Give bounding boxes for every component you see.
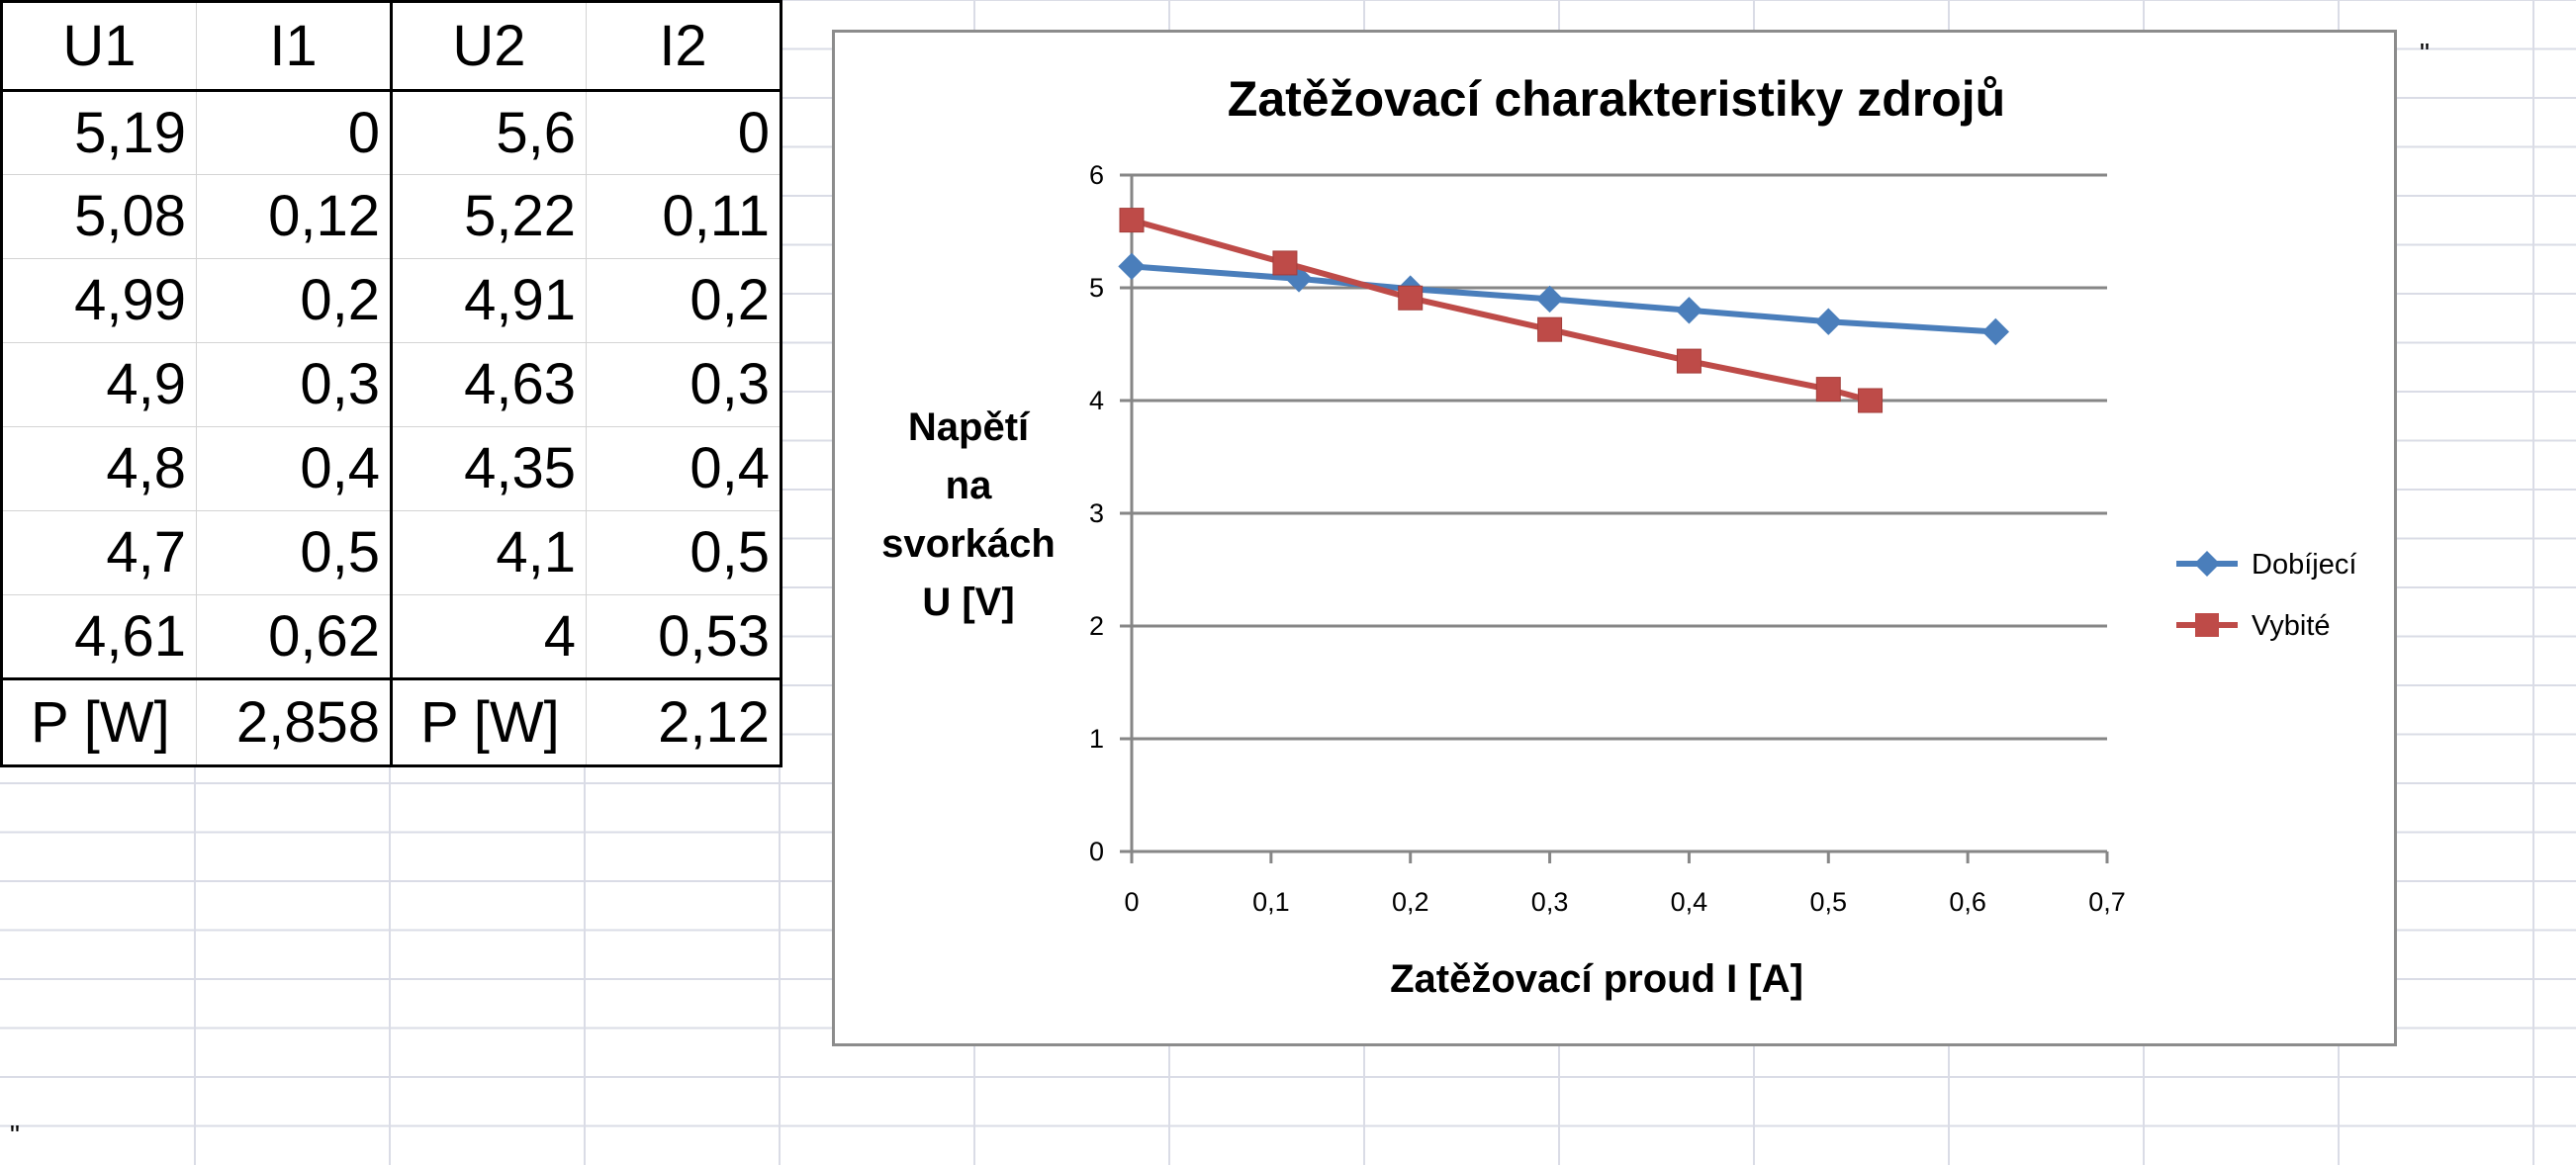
table-header-row: U1 I1 U2 I2 bbox=[0, 0, 782, 92]
cell-u1[interactable]: 4,61 bbox=[0, 594, 197, 679]
data-point-diamond bbox=[1535, 285, 1564, 314]
table-row: 4,9 0,3 4,63 0,3 bbox=[0, 342, 782, 427]
cell-i2[interactable]: 0,4 bbox=[586, 426, 782, 511]
column-header-u2[interactable]: U2 bbox=[391, 0, 587, 92]
data-table: U1 I1 U2 I2 5,19 0 5,6 0 5,08 0,12 5,22 … bbox=[0, 0, 782, 767]
legend-label-2: Vybité bbox=[2252, 610, 2331, 642]
table-row: 4,8 0,4 4,35 0,4 bbox=[0, 426, 782, 511]
column-header-u1[interactable]: U1 bbox=[0, 0, 197, 92]
data-point-square bbox=[1815, 377, 1841, 403]
cell-i2[interactable]: 0,2 bbox=[586, 258, 782, 343]
cell-u2[interactable]: 4,91 bbox=[391, 258, 587, 343]
data-point-square bbox=[1858, 388, 1884, 413]
data-point-square bbox=[1676, 348, 1702, 374]
series-line-2 bbox=[1131, 217, 1872, 403]
y-tick-label: 3 bbox=[1089, 498, 1104, 528]
power-row: P [W] 2,858 P [W] 2,12 bbox=[0, 677, 782, 767]
table-row: 4,99 0,2 4,91 0,2 bbox=[0, 258, 782, 343]
y-tick-label: 2 bbox=[1089, 611, 1104, 641]
data-point-square bbox=[1272, 250, 1298, 276]
x-tick-label: 0,7 bbox=[2088, 887, 2126, 917]
power-value-2[interactable]: 2,12 bbox=[586, 677, 782, 767]
line-chart: Zatěžovací charakteristiky zdrojů 0 1 2 3 4 5 6… bbox=[881, 71, 2356, 1001]
cell-i1[interactable]: 0,5 bbox=[196, 510, 393, 595]
cell-u1[interactable]: 4,9 bbox=[0, 342, 197, 427]
x-tick-label: 0 bbox=[1124, 887, 1139, 917]
legend-marker-diamond bbox=[2194, 551, 2220, 577]
cell-i2[interactable]: 0,11 bbox=[586, 174, 782, 259]
cell-i2[interactable]: 0,3 bbox=[586, 342, 782, 427]
cell-u1[interactable]: 5,08 bbox=[0, 174, 197, 259]
legend-marker-square bbox=[2195, 613, 2219, 637]
x-tick-label: 0,6 bbox=[1949, 887, 1986, 917]
power-label-2[interactable]: P [W] bbox=[391, 677, 587, 767]
x-tick-label: 0,4 bbox=[1671, 887, 1708, 917]
x-axis-title: Zatěžovací proud I [A] bbox=[1390, 957, 1803, 1001]
cell-u2[interactable]: 5,6 bbox=[391, 90, 587, 175]
legend-label-1: Dobíjecí bbox=[2252, 549, 2356, 581]
cell-u2[interactable]: 4,63 bbox=[391, 342, 587, 427]
column-header-i1[interactable]: I1 bbox=[196, 0, 393, 92]
x-tick-label: 0,2 bbox=[1392, 887, 1429, 917]
power-value-1[interactable]: 2,858 bbox=[196, 677, 393, 767]
cell-i1[interactable]: 0,4 bbox=[196, 426, 393, 511]
cell-i1[interactable]: 0,12 bbox=[196, 174, 393, 259]
y-tick-label: 4 bbox=[1089, 386, 1104, 415]
cell-i1[interactable]: 0,62 bbox=[196, 594, 393, 679]
x-tick-label: 0,1 bbox=[1252, 887, 1290, 917]
table-row: 5,08 0,12 5,22 0,11 bbox=[0, 174, 782, 259]
y-tick-label: 5 bbox=[1089, 273, 1104, 303]
table-row: 4,61 0,62 4 0,53 bbox=[0, 594, 782, 679]
stray-quote-mark: " bbox=[10, 1120, 20, 1150]
chart-area[interactable]: Zatěžovací charakteristiky zdrojů 0 1 2 3 4 5 6… bbox=[832, 30, 2397, 1046]
cell-u1[interactable]: 4,7 bbox=[0, 510, 197, 595]
x-tick-label: 0,5 bbox=[1810, 887, 1848, 917]
data-point-square bbox=[1398, 285, 1424, 311]
data-point-square bbox=[1119, 208, 1145, 233]
y-axis-title-line: Napětí bbox=[908, 405, 1031, 449]
cell-u1[interactable]: 4,99 bbox=[0, 258, 197, 343]
series-line-1 bbox=[1131, 263, 1996, 335]
cell-u1[interactable]: 5,19 bbox=[0, 90, 197, 175]
data-point-diamond bbox=[1814, 308, 1842, 335]
cell-u2[interactable]: 5,22 bbox=[391, 174, 587, 259]
y-axis-title-line: svorkách bbox=[881, 522, 1056, 566]
stray-quote-mark: " bbox=[2420, 38, 2430, 68]
cell-u2[interactable]: 4,1 bbox=[391, 510, 587, 595]
y-axis-title-line: na bbox=[946, 464, 992, 507]
cell-u2[interactable]: 4,35 bbox=[391, 426, 587, 511]
y-tick-label: 1 bbox=[1089, 724, 1104, 754]
cell-u2[interactable]: 4 bbox=[391, 594, 587, 679]
y-tick-label: 6 bbox=[1089, 160, 1104, 190]
cell-i2[interactable]: 0,5 bbox=[586, 510, 782, 595]
chart-title: Zatěžovací charakteristiky zdrojů bbox=[1228, 71, 2005, 127]
table-row: 4,7 0,5 4,1 0,5 bbox=[0, 510, 782, 595]
cell-i1[interactable]: 0,2 bbox=[196, 258, 393, 343]
power-label-1[interactable]: P [W] bbox=[0, 677, 197, 767]
y-tick-label: 0 bbox=[1089, 837, 1104, 866]
data-point-square bbox=[1537, 316, 1563, 342]
cell-i1[interactable]: 0 bbox=[196, 90, 393, 175]
cell-i2[interactable]: 0,53 bbox=[586, 594, 782, 679]
cell-i2[interactable]: 0 bbox=[586, 90, 782, 175]
cell-i1[interactable]: 0,3 bbox=[196, 342, 393, 427]
table-row: 5,19 0 5,6 0 bbox=[0, 90, 782, 175]
data-point-diamond bbox=[1675, 297, 1703, 324]
data-point-diamond bbox=[1981, 317, 2010, 346]
x-tick-label: 0,3 bbox=[1531, 887, 1569, 917]
y-axis-title-line: U [V] bbox=[922, 581, 1014, 624]
cell-u1[interactable]: 4,8 bbox=[0, 426, 197, 511]
column-header-i2[interactable]: I2 bbox=[586, 0, 782, 92]
data-point-diamond bbox=[1118, 252, 1146, 281]
